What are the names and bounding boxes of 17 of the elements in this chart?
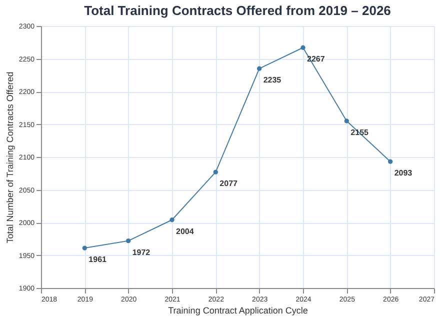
point [344, 118, 350, 124]
point [388, 159, 393, 164]
data-label: 2235 [263, 76, 282, 85]
point [82, 246, 88, 250]
point [126, 238, 131, 244]
point [256, 66, 262, 71]
point [170, 218, 174, 222]
data-label: 1961 [88, 255, 108, 264]
data-label: 2004 [176, 226, 194, 236]
chart-title: Total Training Contracts Offered from 2019 – 2026 [84, 3, 391, 18]
point [213, 170, 218, 174]
y-axis-title: Total Number of Training Contracts Offered [4, 72, 15, 244]
data-label: 2093 [394, 168, 413, 178]
point [300, 45, 306, 50]
data-label: 1972 [132, 248, 151, 257]
data-label: 2077 [220, 179, 238, 188]
x-axis-title: Training Contract Application Cycle [168, 306, 308, 316]
